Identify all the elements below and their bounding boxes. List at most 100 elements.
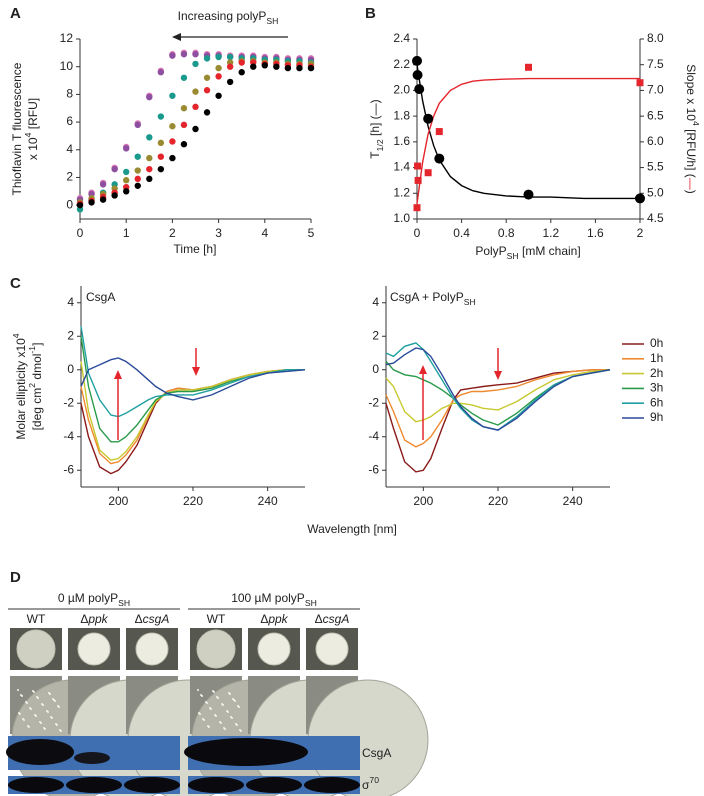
text-part: Molar ellipticity x10 [14,338,28,440]
point [134,182,141,189]
text-part: 2 [27,383,37,388]
text-part: [mM chain] [519,244,581,258]
arrow-head [494,371,502,380]
x-tick-label: 220 [183,494,203,508]
x-tick-label: 0 [77,226,84,240]
text-part: SH [464,297,476,307]
point [226,78,234,86]
point [423,113,434,124]
y-axis-label: Thioflavin T fluorescence [10,62,24,195]
y-tick-label: 1.8 [393,108,410,122]
point [192,103,199,111]
y2-tick-label: 7.0 [647,83,664,97]
y2-tick-label: 5.0 [647,185,664,199]
arrow-head [419,365,427,374]
text-part: CsgA + PolyP [390,290,464,304]
band [184,738,308,766]
point [157,69,165,76]
group-label: 0 µM polyPSH [58,591,130,608]
x-tick-label: 1 [123,226,130,240]
point [434,153,445,164]
colony-texture [34,714,36,716]
point [146,154,153,162]
point [238,59,245,66]
colony-texture [228,692,230,694]
legend-label: 9h [650,410,663,424]
point [146,134,153,141]
point [192,125,199,133]
colony [257,632,291,666]
band [246,777,302,793]
blot-label: σ70 [362,775,379,792]
band [66,777,122,793]
point [123,168,130,176]
text-part: ppk [87,612,108,626]
y-tick-label: 4 [66,142,73,156]
text-part: Δ [315,612,323,626]
y-tick-label: 12 [60,31,74,45]
x-axis-label: Wavelength [nm] [307,522,397,536]
text-part: ] [30,343,44,346]
colony [16,629,56,669]
point [636,79,644,87]
point [134,167,141,174]
line [80,369,305,475]
x-tick-label: 1.6 [587,226,604,240]
text-part: SH [118,598,130,608]
y-axis-label: Molar ellipticity x104 [11,333,28,439]
panel-letter: C [10,275,21,292]
y-tick-label: -6 [368,462,379,476]
x-tick-label: 4 [261,226,268,240]
point [111,165,118,173]
point [192,88,199,95]
line [80,357,306,401]
colony-texture [230,716,232,718]
point [146,93,153,101]
point [123,177,130,184]
point [250,63,257,70]
y-tick-label: -4 [63,429,74,443]
y-tick-label: 2.0 [393,83,410,97]
colony-texture [46,710,48,712]
y-tick-label: 10 [60,59,74,73]
colony-texture [212,690,214,692]
y-tick-label: -2 [63,395,74,409]
y-tick-label: 1.2 [393,185,410,199]
point [169,154,176,162]
blot-label: CsgA [362,746,391,760]
point [261,62,268,69]
point [414,84,425,95]
point [157,153,165,160]
y2-tick-label: 4.5 [647,211,664,225]
text-part: 1/2 [375,139,385,151]
text-part: [deg cm [30,388,44,431]
point [76,201,84,209]
line [385,342,611,431]
line [385,369,610,473]
point [169,92,176,99]
colony-texture [209,707,211,709]
x-tick-label: 220 [488,494,508,508]
point [123,188,130,195]
y2-tick-label: 7.5 [647,57,664,71]
point [180,121,188,129]
y2-tick-label: 6.5 [647,108,664,122]
line [385,347,611,431]
legend-label: 6h [650,395,663,409]
colony-texture [235,723,237,725]
point [169,138,176,145]
text-part: 70 [369,775,379,785]
colony-texture [17,689,19,691]
colony-texture [20,694,22,696]
point [203,109,211,116]
x-tick-label: 5 [308,226,315,240]
colony-texture [214,714,216,716]
point [215,53,222,61]
colony-texture [57,705,59,707]
band [124,777,180,793]
point [111,192,118,199]
text-part: dmol [30,354,44,383]
group-label: 100 µM polyPSH [231,591,317,608]
y-tick-label: 0 [66,197,73,211]
colony-texture [200,694,202,696]
